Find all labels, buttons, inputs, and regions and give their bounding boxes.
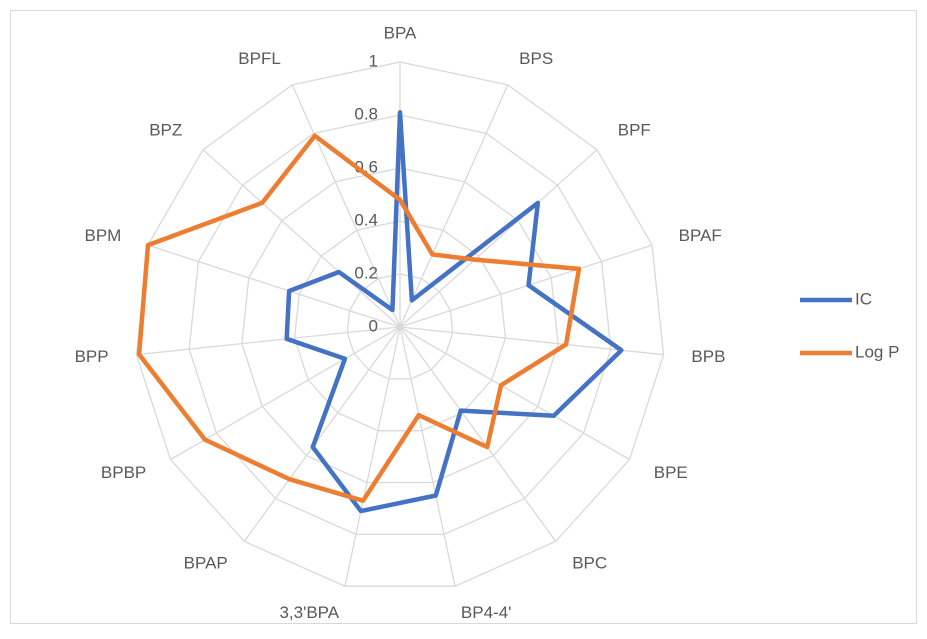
grid-ring (293, 220, 507, 432)
category-label: BPB (691, 347, 725, 366)
category-label: BPBP (101, 463, 146, 482)
grid-ring (135, 61, 665, 587)
chart-frame (10, 10, 917, 624)
category-label: BP4-4' (461, 603, 512, 622)
series-line (284, 110, 624, 514)
spoke (399, 84, 509, 328)
category-label: BPAP (184, 554, 228, 573)
legend-label: Log P (855, 342, 899, 361)
spoke (170, 326, 401, 461)
grid-ring (188, 114, 612, 536)
category-label: BPAF (679, 226, 722, 245)
category-label: BPF (618, 120, 651, 139)
spoke (291, 84, 401, 328)
spoke (399, 149, 598, 328)
spoke (202, 149, 401, 328)
category-label: BPS (519, 49, 553, 68)
legend-label: IC (855, 289, 872, 308)
spoke (136, 326, 401, 356)
r-tick-label: 0 (369, 316, 378, 335)
r-tick-label: 0.2 (354, 263, 378, 282)
category-label: 3,3'BPA (279, 603, 339, 622)
spoke (399, 326, 557, 542)
spoke (243, 326, 401, 542)
grid-ring (346, 273, 454, 380)
category-label: BPC (572, 554, 607, 573)
category-label: BPP (75, 347, 109, 366)
spoke (399, 326, 630, 461)
category-label: BPA (384, 23, 417, 42)
category-label: BPFL (238, 49, 281, 68)
r-tick-label: 1 (369, 51, 378, 70)
spoke (399, 244, 653, 328)
category-label: BPM (84, 226, 121, 245)
series-line (136, 133, 582, 503)
category-label: BPZ (149, 120, 182, 139)
spoke (344, 326, 401, 587)
spoke (399, 326, 456, 587)
r-tick-label: 0.8 (354, 104, 378, 123)
category-label: BPE (654, 463, 688, 482)
spoke (147, 244, 401, 328)
r-tick-label: 0.4 (354, 210, 378, 229)
